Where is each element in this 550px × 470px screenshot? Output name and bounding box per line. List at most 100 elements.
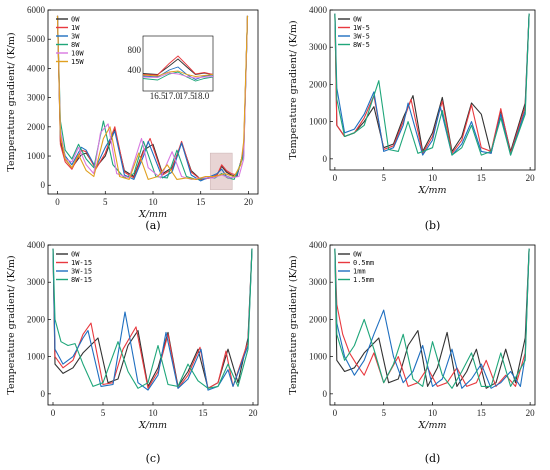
panel-c: 0 1000 2000 3000 4000 0 5 10 15 20 X/mm Temperature… xyxy=(6,240,259,465)
x-tick-label: 0 xyxy=(333,173,338,183)
y-tick-label: 4000 xyxy=(27,63,46,73)
x-tick-label: 10 xyxy=(428,173,438,183)
x-axis-label: X/mm xyxy=(418,420,447,431)
panel-caption: (b) xyxy=(425,219,441,232)
inset-series-line-1 xyxy=(142,55,214,76)
legend-label: 0W xyxy=(71,251,80,259)
y-tick-label: 4000 xyxy=(309,5,328,15)
x-tick-label: 15 xyxy=(196,197,206,207)
panel-a: 0 1000 2000 3000 4000 5000 6000 0 5 10 15 20 X/mm Tem… xyxy=(6,5,259,232)
legend-label: 1W xyxy=(71,24,80,32)
y-tick-label: 5000 xyxy=(27,34,46,44)
x-tick-label: 20 xyxy=(244,197,254,207)
legend-label: 1.5mm xyxy=(353,276,374,284)
x-tick-label: 20 xyxy=(526,173,536,183)
inset-x-tick-label: 17.5 xyxy=(179,91,195,101)
x-tick-label: 5 xyxy=(381,408,386,418)
x-tick-label: 15 xyxy=(199,408,209,418)
y-tick-label: 0 xyxy=(41,389,46,399)
x-tick-label: 0 xyxy=(55,197,60,207)
inset-frame xyxy=(142,35,214,92)
y-tick-label: 1000 xyxy=(309,117,328,127)
legend-label: 10W xyxy=(71,50,84,58)
x-axis-label: X/mm xyxy=(138,209,167,220)
inset-series-line-5 xyxy=(142,70,214,77)
legend-label: 8W-5 xyxy=(353,41,370,49)
y-tick-label: 2000 xyxy=(309,79,328,89)
y-tick-label: 1000 xyxy=(27,151,46,161)
inset-series-line-3 xyxy=(142,71,214,82)
y-tick-label: 0 xyxy=(323,154,328,164)
inset-x-tick-label: 18.0 xyxy=(193,91,209,101)
series-line-0 xyxy=(52,248,253,389)
panel-caption: (a) xyxy=(145,219,160,232)
inset-series-line-2 xyxy=(142,66,214,80)
y-tick-label: 3000 xyxy=(27,277,46,287)
x-tick-label: 10 xyxy=(149,197,159,207)
inset-x-tick-label: 16.5 xyxy=(150,91,166,101)
series-line-4 xyxy=(56,15,249,180)
y-tick-label: 2000 xyxy=(27,314,46,324)
inset: 400 800 16.517.017.518.0 xyxy=(128,35,214,101)
x-tick-label: 5 xyxy=(103,197,108,207)
series-line-3 xyxy=(52,248,253,389)
series-group xyxy=(334,13,530,156)
x-tick-label: 20 xyxy=(526,408,536,418)
legend-label: 3W-5 xyxy=(353,33,370,41)
series-group xyxy=(52,248,253,391)
panel-caption: (c) xyxy=(146,452,161,465)
panel-caption: (d) xyxy=(425,452,441,465)
legend-label: 0W xyxy=(353,16,362,24)
y-tick-label: 0 xyxy=(41,180,46,190)
series-group xyxy=(56,15,249,182)
y-tick-label: 4000 xyxy=(27,240,46,250)
zoom-region-highlight xyxy=(209,152,233,190)
x-axis-label: X/mm xyxy=(418,185,447,196)
series-line-1 xyxy=(334,13,530,154)
x-tick-label: 10 xyxy=(149,408,159,418)
x-tick-label: 5 xyxy=(101,408,106,418)
legend-label: 1W-5 xyxy=(353,24,370,32)
y-tick-label: 4000 xyxy=(309,240,328,250)
series-line-3 xyxy=(334,248,530,389)
y-tick-label: 2000 xyxy=(27,122,46,132)
y-tick-label: 2000 xyxy=(309,314,328,324)
x-tick-label: 20 xyxy=(249,408,259,418)
x-tick-label: 10 xyxy=(428,408,438,418)
legend-label: 0W xyxy=(353,251,362,259)
series-group xyxy=(334,248,530,389)
legend-label: 1W-15 xyxy=(71,259,92,267)
x-tick-label: 15 xyxy=(477,173,487,183)
legend-label: 8W xyxy=(71,41,80,49)
x-tick-label: 15 xyxy=(477,408,487,418)
series-line-2 xyxy=(334,248,530,389)
legend-label: 0W xyxy=(71,16,80,24)
legend-label: 0.5mm xyxy=(353,259,374,267)
legend-label: 3W xyxy=(71,33,80,41)
series-line-2 xyxy=(56,15,249,182)
y-axis-label: Temperature gradient/ (K/m) xyxy=(6,32,17,171)
x-tick-label: 0 xyxy=(333,408,338,418)
inset-y-tick-label: 800 xyxy=(128,45,142,55)
series-line-3 xyxy=(334,13,530,156)
inset-series-line-4 xyxy=(142,72,214,79)
legend-label: 1mm xyxy=(353,268,366,276)
series-line-2 xyxy=(52,248,253,391)
inset-x-tick-label: 17.0 xyxy=(164,91,180,101)
y-tick-label: 3000 xyxy=(27,93,46,103)
inset-y-tick-label: 400 xyxy=(128,65,142,75)
y-tick-label: 6000 xyxy=(27,5,46,15)
y-axis-label: Temperature gradient/ (K/m) xyxy=(288,255,299,394)
x-tick-label: 0 xyxy=(51,408,56,418)
x-tick-label: 5 xyxy=(381,173,386,183)
y-axis-label: Temperature gradient/ (K/m) xyxy=(288,20,299,159)
y-tick-label: 3000 xyxy=(309,277,328,287)
y-tick-label: 0 xyxy=(323,389,328,399)
series-line-5 xyxy=(56,15,249,180)
legend-label: 15W xyxy=(71,58,84,66)
